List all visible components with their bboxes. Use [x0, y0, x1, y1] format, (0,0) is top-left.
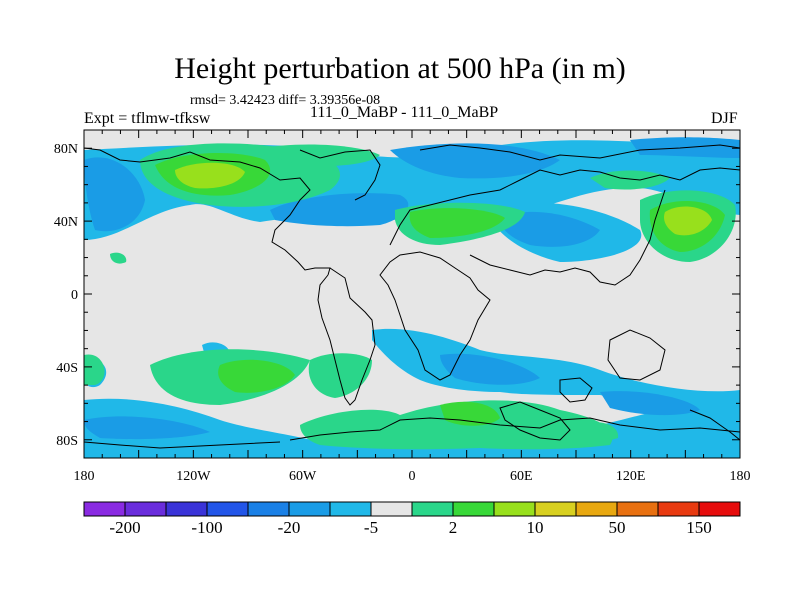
case-label: 111_0_MaBP - 111_0_MaBP [310, 104, 499, 121]
colorbar-swatch [411, 501, 454, 517]
x-tick-label: 60W [289, 469, 317, 484]
chart-title: Height perturbation at 500 hPa (in m) [174, 52, 626, 85]
colorbar-label: -200 [109, 518, 140, 537]
x-tick-label: 60E [510, 469, 533, 484]
colorbar-label: 2 [449, 518, 458, 537]
colorbar-swatch [616, 501, 659, 517]
colorbar-label: 10 [527, 518, 544, 537]
colorbar-swatch [698, 501, 741, 517]
colorbar-swatch [124, 501, 167, 517]
y-tick-label: 80N [54, 142, 78, 157]
colorbar-swatch [657, 501, 700, 517]
colorbar-swatch [329, 501, 372, 517]
colorbar: -200 -100 -20 -5 2 10 50 150 [83, 501, 741, 537]
y-tick-label: 40N [54, 215, 78, 230]
colorbar-swatch [493, 501, 536, 517]
x-tick-label: 180 [730, 469, 751, 484]
field-layer-pos50 [175, 162, 712, 236]
colorbar-swatch [370, 501, 413, 517]
continent-outlines [84, 144, 740, 449]
colorbar-swatch [452, 501, 495, 517]
colorbar-swatch [83, 501, 126, 517]
colorbar-swatch [534, 501, 577, 517]
field-layer-neg20 [84, 137, 740, 440]
experiment-label: Expt = tflmw-tfksw [84, 110, 211, 127]
colorbar-label: -100 [191, 518, 222, 537]
x-tick-label: 120W [176, 469, 211, 484]
stats-label: rmsd= 3.42423 diff= 3.39356e-08 [190, 93, 381, 108]
colorbar-label: -5 [364, 518, 378, 537]
colorbar-swatch [165, 501, 208, 517]
y-tick-label: 80S [56, 434, 78, 449]
y-tick-label: 40S [56, 361, 78, 376]
y-tick-label: 0 [71, 288, 78, 303]
colorbar-swatch [206, 501, 249, 517]
colorbar-label: -20 [278, 518, 301, 537]
colorbar-swatch [575, 501, 618, 517]
colorbar-label: 150 [686, 518, 712, 537]
x-tick-label: 120E [616, 469, 646, 484]
colorbar-swatch [247, 501, 290, 517]
colorbar-swatch [288, 501, 331, 517]
plot-area [84, 130, 740, 458]
x-tick-label: 180 [74, 469, 95, 484]
axes: 180 120W 60W 0 60E 120E 180 80N 40N 0 40S 80S [54, 129, 751, 484]
season-label: DJF [711, 110, 738, 127]
colorbar-label: 50 [609, 518, 626, 537]
x-tick-label: 0 [409, 469, 416, 484]
